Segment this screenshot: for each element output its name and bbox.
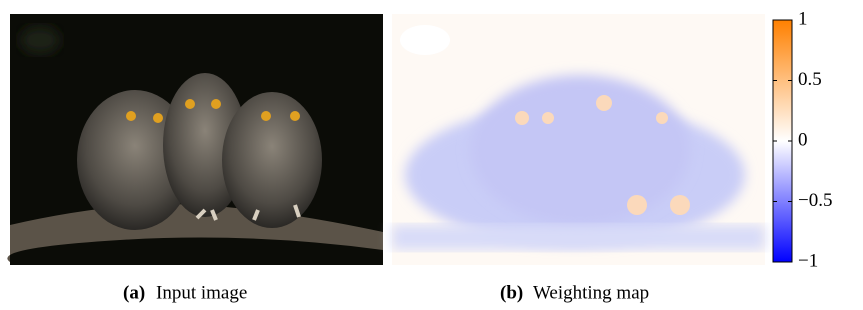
- tick-label: 1: [798, 8, 808, 29]
- panel-caption: Input image: [156, 282, 247, 303]
- panel-caption: Weighting map: [533, 282, 649, 303]
- panel-label: (a): [123, 282, 145, 303]
- tick-label: −1: [798, 250, 818, 271]
- tick-label: −0.5: [798, 190, 832, 211]
- input-image: [7, 14, 383, 265]
- tick-label: 0.5: [798, 69, 822, 90]
- figure: 1 0.5 0 −0.5 −1 (a) Input image (b) Weightin…: [0, 0, 863, 310]
- tick-label: 0: [798, 129, 808, 150]
- panel-label: (b): [500, 282, 523, 303]
- weighting-map: [392, 14, 765, 265]
